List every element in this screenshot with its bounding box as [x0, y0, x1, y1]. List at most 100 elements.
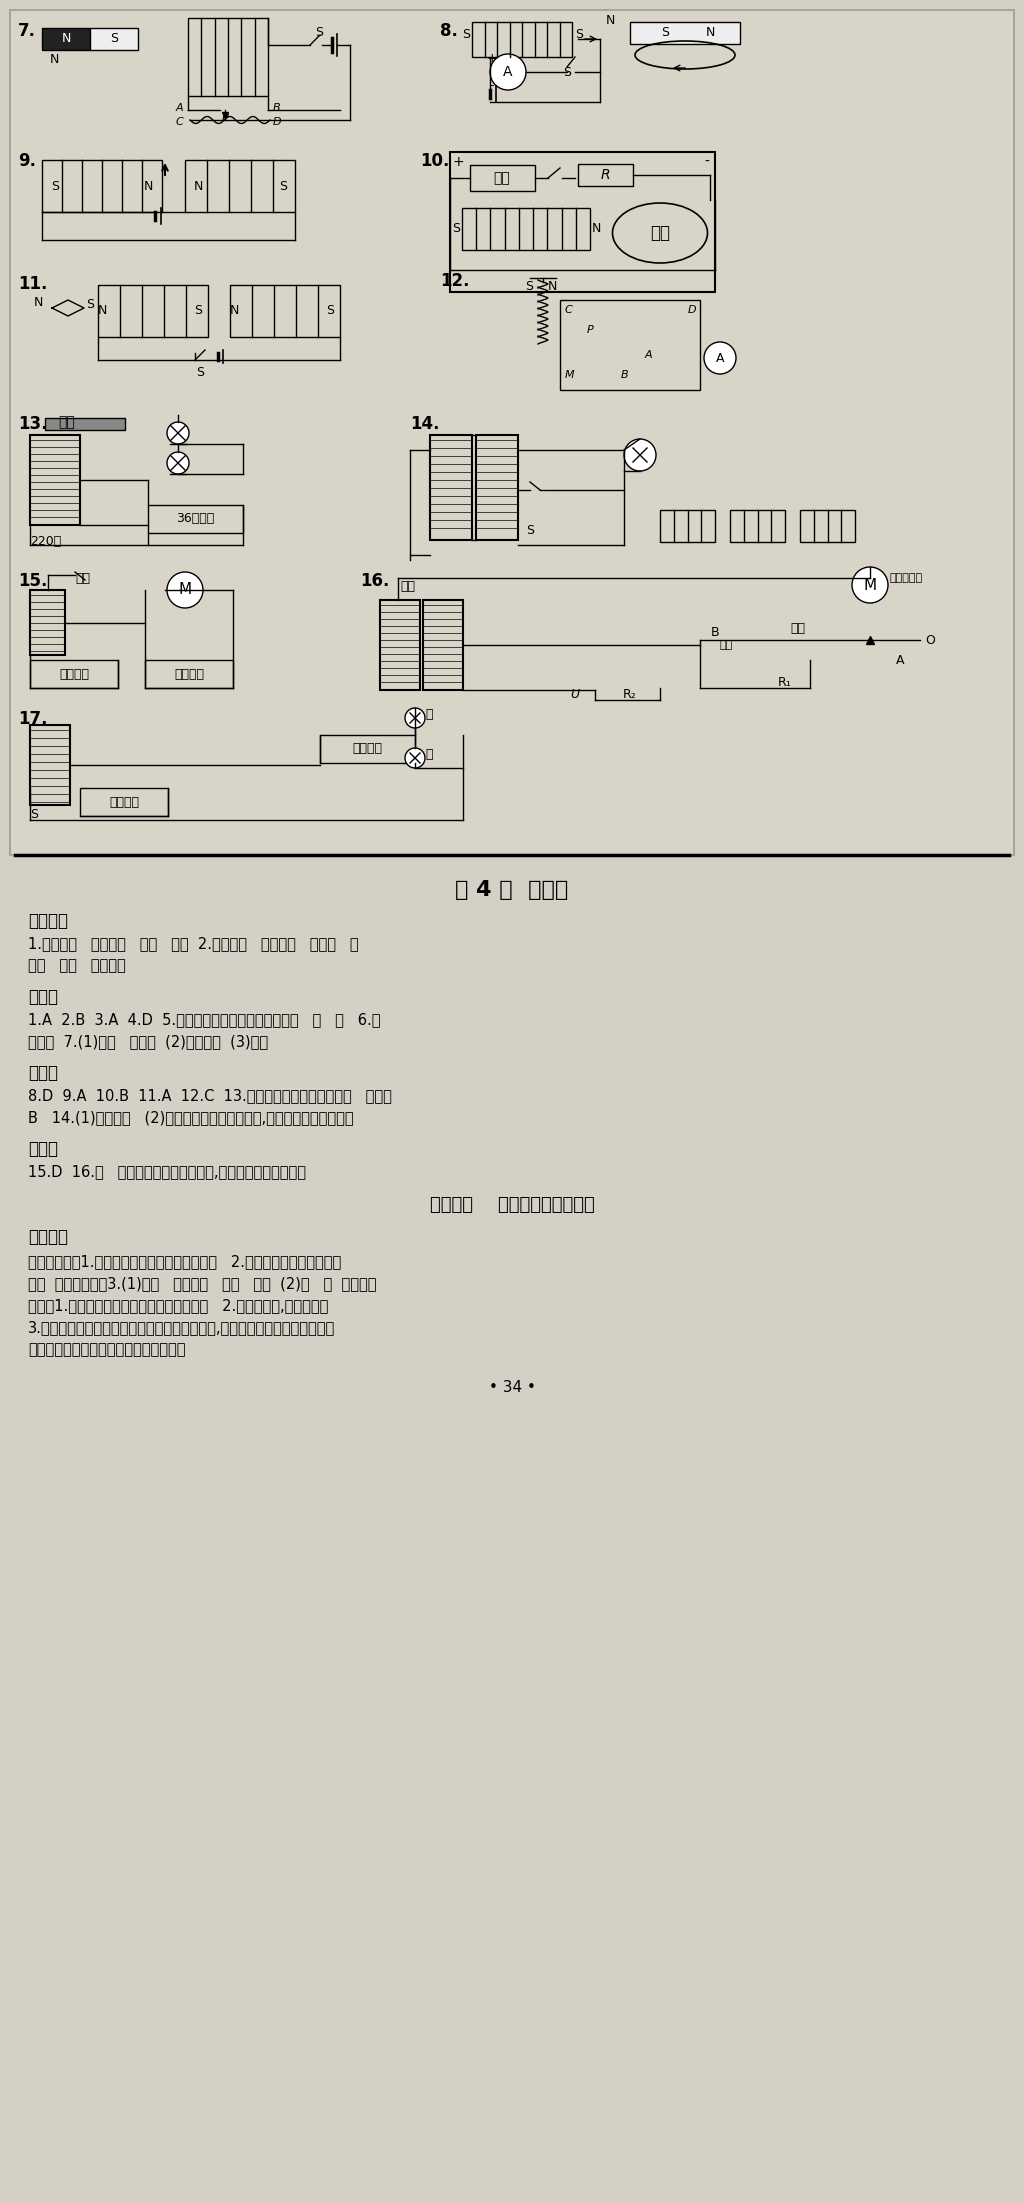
- Text: 【提出问题】1.通电线圈在磁场中受到力的作用   2.改变流经电动机中的电流: 【提出问题】1.通电线圈在磁场中受到力的作用 2.改变流经电动机中的电流: [28, 1254, 341, 1269]
- Bar: [730, 511, 785, 542]
- Text: N: N: [97, 304, 106, 317]
- Bar: [30, 590, 65, 654]
- Text: 船头: 船头: [650, 225, 670, 242]
- Text: 拓展题: 拓展题: [28, 1139, 58, 1159]
- Text: 方向  【实验过程】3.(1)磁极   电流方向   改变   不变  (2)快   慢  【问题与: 方向 【实验过程】3.(1)磁极 电流方向 改变 不变 (2)快 慢 【问题与: [28, 1276, 377, 1291]
- Text: 电源: 电源: [494, 172, 510, 185]
- Text: 9.: 9.: [18, 152, 36, 170]
- Text: 低压电源: 低压电源: [109, 795, 139, 809]
- Bar: [578, 163, 633, 185]
- Circle shape: [852, 566, 888, 604]
- Text: N: N: [50, 53, 59, 66]
- Text: B: B: [273, 104, 281, 112]
- Text: 知识管理: 知识管理: [28, 912, 68, 930]
- Text: A: A: [644, 350, 652, 359]
- Circle shape: [406, 707, 425, 727]
- Text: 低压电源: 低压电源: [59, 668, 89, 681]
- Text: 绿: 绿: [425, 709, 432, 723]
- Text: B: B: [622, 370, 629, 379]
- Text: 货架: 货架: [790, 621, 805, 634]
- Bar: [800, 511, 855, 542]
- Text: S: S: [86, 297, 94, 311]
- Text: M: M: [863, 577, 877, 593]
- Text: M: M: [565, 370, 574, 379]
- Bar: [450, 152, 715, 293]
- Text: C: C: [175, 117, 183, 128]
- Text: D: D: [688, 304, 696, 315]
- Text: A: A: [175, 104, 183, 112]
- Bar: [430, 434, 472, 540]
- Circle shape: [624, 438, 656, 471]
- Bar: [42, 161, 162, 211]
- Text: 红: 红: [425, 749, 432, 762]
- Bar: [42, 29, 90, 51]
- Text: S: S: [525, 280, 534, 293]
- Bar: [185, 161, 295, 211]
- Text: O: O: [925, 634, 935, 645]
- Bar: [476, 434, 518, 540]
- Text: S: S: [110, 33, 118, 46]
- Text: 13.: 13.: [18, 414, 47, 434]
- Text: 压杆: 压杆: [720, 641, 733, 650]
- Text: R₂: R₂: [624, 690, 637, 701]
- Text: S: S: [315, 26, 323, 37]
- Bar: [145, 661, 233, 687]
- Bar: [230, 284, 340, 337]
- Text: D: D: [273, 117, 282, 128]
- Bar: [462, 207, 590, 249]
- Bar: [660, 511, 715, 542]
- Text: A: A: [503, 66, 513, 79]
- Bar: [188, 18, 268, 97]
- Text: S: S: [196, 366, 204, 379]
- Text: 1.电流方向   磁场方向   改变   不变  2.电流方向   磁场方向   不发生   电: 1.电流方向 磁场方向 改变 不变 2.电流方向 磁场方向 不发生 电: [28, 936, 358, 952]
- Circle shape: [490, 55, 526, 90]
- Text: 中档题: 中档题: [28, 1064, 58, 1082]
- Text: S: S: [326, 304, 334, 317]
- Bar: [319, 736, 415, 762]
- Text: 220伏: 220伏: [30, 535, 61, 549]
- Text: S: S: [662, 26, 669, 40]
- Bar: [30, 725, 70, 804]
- Circle shape: [167, 573, 203, 608]
- Text: 16.: 16.: [360, 573, 389, 590]
- Text: S: S: [462, 29, 470, 42]
- Text: N: N: [548, 280, 557, 293]
- Text: 36伏电源: 36伏电源: [176, 513, 214, 527]
- Text: 高压电源: 高压电源: [174, 668, 204, 681]
- Text: R: R: [600, 167, 610, 183]
- Bar: [472, 22, 572, 57]
- Text: A: A: [896, 654, 904, 668]
- Text: N: N: [34, 295, 43, 308]
- Text: N: N: [706, 26, 715, 40]
- Circle shape: [167, 452, 189, 474]
- Circle shape: [705, 341, 736, 375]
- Text: 实验报告: 实验报告: [28, 1227, 68, 1247]
- Text: 10.: 10.: [420, 152, 450, 170]
- Text: 衔铁: 衔铁: [58, 414, 75, 430]
- Text: 基础题: 基础题: [28, 987, 58, 1007]
- Text: 芯与磁铁碰在一起了或磁铁磁性太弱等。: 芯与磁铁碰在一起了或磁铁磁性太弱等。: [28, 1342, 185, 1357]
- Bar: [90, 29, 138, 51]
- Text: C: C: [565, 304, 572, 315]
- Text: S: S: [194, 304, 202, 317]
- Text: 7.: 7.: [18, 22, 36, 40]
- Bar: [45, 419, 125, 430]
- Text: 15.D  16.会   电子的定向移动形成电流,磁场对电流有力的作用: 15.D 16.会 电子的定向移动形成电流,磁场对电流有力的作用: [28, 1163, 306, 1179]
- Text: N: N: [143, 178, 153, 192]
- Text: 8.D  9.A  10.B  11.A  12.C  13.磁场对通电导体有力的作用   换向器: 8.D 9.A 10.B 11.A 12.C 13.磁场对通电导体有力的作用 换…: [28, 1088, 392, 1104]
- Circle shape: [167, 423, 189, 445]
- Text: 12.: 12.: [440, 271, 469, 291]
- Bar: [10, 11, 1014, 855]
- Text: 机械   惯性   电流方向: 机械 惯性 电流方向: [28, 958, 126, 974]
- Bar: [30, 661, 118, 687]
- Bar: [470, 165, 535, 192]
- Circle shape: [406, 749, 425, 769]
- Bar: [423, 599, 463, 690]
- Text: 1.A  2.B  3.A  4.D  5.通电导体在磁场中受到力的作用   会   并   6.右: 1.A 2.B 3.A 4.D 5.通电导体在磁场中受到力的作用 会 并 6.右: [28, 1011, 381, 1027]
- Text: 11.: 11.: [18, 275, 47, 293]
- Bar: [630, 22, 740, 44]
- Text: 触点: 触点: [75, 573, 90, 586]
- Bar: [380, 599, 420, 690]
- Text: U: U: [570, 690, 580, 701]
- Text: R₁: R₁: [778, 676, 792, 690]
